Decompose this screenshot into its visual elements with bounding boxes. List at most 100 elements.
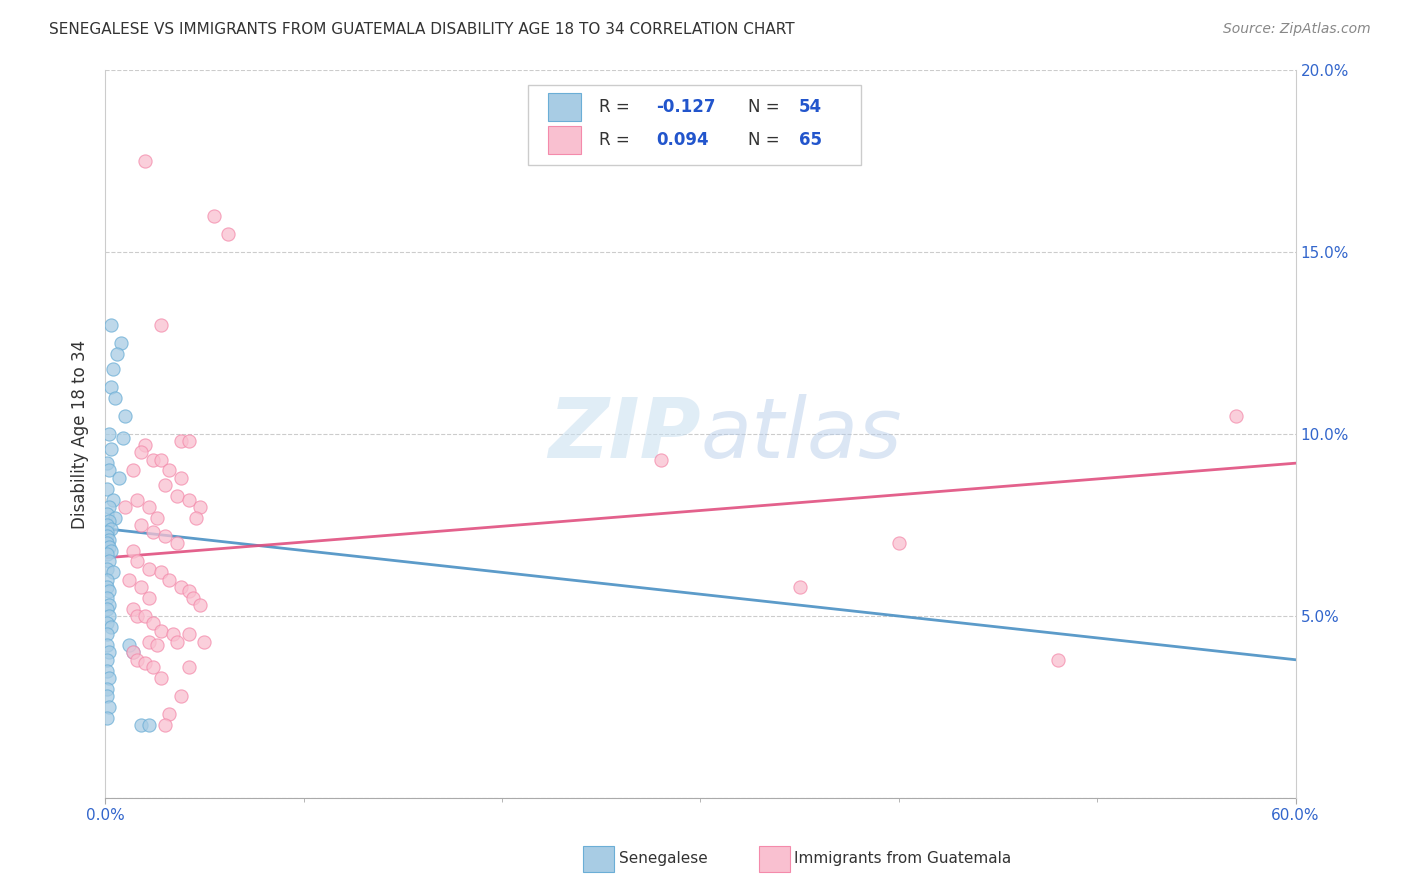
Point <box>96 536 118 550</box>
Point <box>125 609 148 624</box>
Point <box>166 536 188 550</box>
Text: 0.094: 0.094 <box>657 131 709 149</box>
Point <box>96 547 118 561</box>
Point <box>138 500 160 514</box>
Point <box>96 601 118 615</box>
Point <box>129 445 152 459</box>
Point <box>114 500 136 514</box>
Text: R =: R = <box>599 131 636 149</box>
Point <box>149 566 172 580</box>
Text: atlas: atlas <box>700 393 903 475</box>
Text: ZIP: ZIP <box>548 393 700 475</box>
Point <box>114 409 136 423</box>
Point <box>138 562 160 576</box>
Text: Source: ZipAtlas.com: Source: ZipAtlas.com <box>1223 22 1371 37</box>
Point <box>157 463 180 477</box>
Point <box>129 518 152 533</box>
Point <box>122 463 145 477</box>
Point <box>202 209 225 223</box>
Point <box>1225 409 1247 423</box>
Point <box>96 580 118 594</box>
Point <box>98 540 121 554</box>
Point <box>105 347 128 361</box>
Point <box>96 456 118 470</box>
Point <box>149 318 172 332</box>
Point <box>190 500 212 514</box>
Point <box>125 653 148 667</box>
Point <box>177 583 200 598</box>
Point <box>101 566 124 580</box>
FancyBboxPatch shape <box>548 126 581 153</box>
Point <box>98 583 121 598</box>
Point <box>177 492 200 507</box>
FancyBboxPatch shape <box>548 94 581 121</box>
Text: SENEGALESE VS IMMIGRANTS FROM GUATEMALA DISABILITY AGE 18 TO 34 CORRELATION CHAR: SENEGALESE VS IMMIGRANTS FROM GUATEMALA … <box>49 22 794 37</box>
Text: R =: R = <box>599 98 636 116</box>
Point <box>100 380 122 394</box>
Point <box>138 591 160 605</box>
Point <box>96 507 118 521</box>
Point <box>98 671 121 685</box>
Point <box>153 529 176 543</box>
Point <box>98 515 121 529</box>
Point <box>96 711 118 725</box>
Point <box>157 707 180 722</box>
Point <box>149 452 172 467</box>
Point <box>146 638 169 652</box>
Point <box>96 482 118 496</box>
Point <box>98 598 121 612</box>
Point <box>650 452 672 467</box>
Point <box>100 318 122 332</box>
Point <box>181 591 204 605</box>
Point <box>96 573 118 587</box>
Point <box>142 525 165 540</box>
Point <box>149 671 172 685</box>
Point <box>96 681 118 696</box>
Point <box>129 580 152 594</box>
Point <box>98 554 121 568</box>
Point <box>138 718 160 732</box>
Point <box>96 627 118 641</box>
Point <box>96 689 118 703</box>
Point <box>104 391 127 405</box>
Point <box>1046 653 1069 667</box>
Point <box>169 580 191 594</box>
Point <box>138 634 160 648</box>
Point <box>100 543 122 558</box>
Point <box>125 492 148 507</box>
Point <box>142 660 165 674</box>
Point <box>96 664 118 678</box>
Y-axis label: Disability Age 18 to 34: Disability Age 18 to 34 <box>72 340 89 529</box>
Point <box>134 438 156 452</box>
Point <box>162 627 184 641</box>
Point <box>98 500 121 514</box>
Point <box>217 227 239 241</box>
Point <box>118 573 141 587</box>
Point <box>177 434 200 449</box>
Point <box>100 522 122 536</box>
Point <box>146 510 169 524</box>
Point <box>98 609 121 624</box>
Point <box>193 634 215 648</box>
Point <box>118 638 141 652</box>
Text: 65: 65 <box>799 131 823 149</box>
Text: N =: N = <box>748 98 785 116</box>
Point <box>157 573 180 587</box>
Point <box>101 492 124 507</box>
Point <box>134 609 156 624</box>
Point <box>114 45 136 59</box>
Point <box>186 510 208 524</box>
Point <box>190 598 212 612</box>
Point <box>98 463 121 477</box>
Point <box>101 361 124 376</box>
Point <box>134 154 156 169</box>
Point <box>96 518 118 533</box>
Point <box>129 718 152 732</box>
Point <box>142 452 165 467</box>
Point <box>96 653 118 667</box>
Point <box>153 478 176 492</box>
Point <box>108 471 131 485</box>
Point <box>96 591 118 605</box>
Point <box>98 645 121 659</box>
Point <box>112 431 135 445</box>
